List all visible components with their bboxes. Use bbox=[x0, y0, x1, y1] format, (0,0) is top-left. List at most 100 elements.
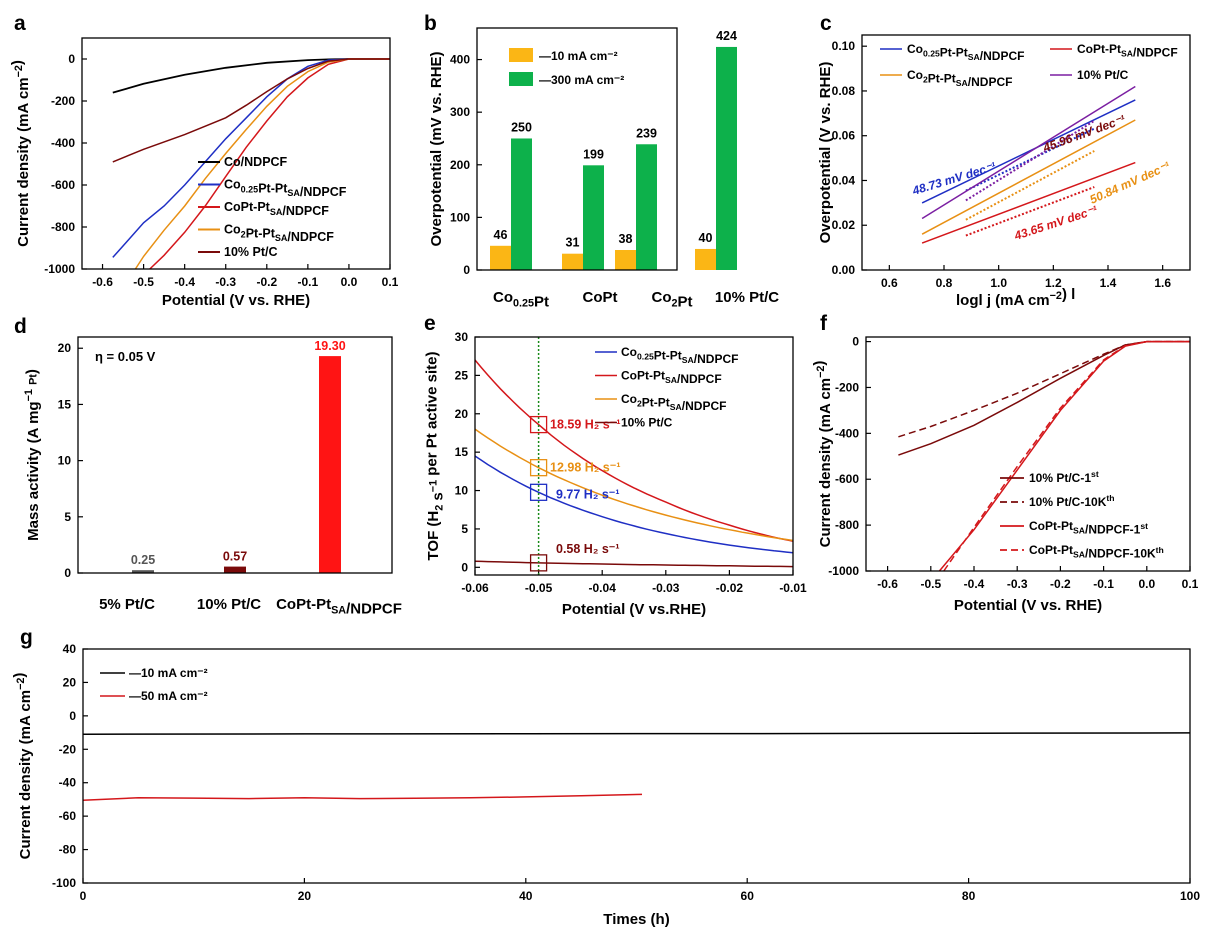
panel-c-legend-label: Co2Pt-PtSA/NDPCF bbox=[907, 68, 1012, 89]
panel-c-legend-label: CoPt-PtSA/NDPCF bbox=[1077, 42, 1178, 60]
panel-g-ytick-label: -20 bbox=[59, 742, 77, 756]
panel-e-point-box bbox=[529, 483, 548, 501]
panel-d-ytick-label: 5 bbox=[64, 510, 71, 524]
panel-a-ytick-label: -600 bbox=[51, 178, 75, 192]
panel-b-ytick-label: 400 bbox=[450, 53, 470, 67]
panel-f-xtick-label: -0.5 bbox=[920, 577, 941, 591]
panel-e-xtick-label: -0.05 bbox=[525, 581, 553, 595]
panel-g-ytick-label: -40 bbox=[59, 776, 77, 790]
panel-a-ytick-label: -400 bbox=[51, 136, 75, 150]
panel-d-bar bbox=[319, 356, 341, 573]
panel-a-ylabel: Current density (mA cm−2) bbox=[9, 60, 32, 247]
panel-a-legend-label: Co/NDPCF bbox=[224, 155, 288, 169]
panel-b-category-label: 10% Pt/C bbox=[715, 289, 779, 306]
panel-b-ytick-label: 0 bbox=[463, 263, 470, 277]
panel-f-legend-label: CoPt-PtSA/NDPCF-1st bbox=[1029, 519, 1148, 537]
panel-b: 0 100 200 300 400 46 250 Co0.25Pt 31 199 CoPt 38 239… bbox=[428, 29, 779, 311]
panel-d-eta-note: η = 0.05 V bbox=[95, 349, 156, 364]
panel-b-bar bbox=[490, 245, 511, 270]
panel-b-legend-label: —300 mA cm⁻² bbox=[539, 73, 624, 87]
panel-c-xtick-label: 1.2 bbox=[1045, 276, 1062, 290]
panel-e-tof-annotation: 18.59 H₂ s⁻¹ bbox=[550, 418, 621, 432]
panel-b-bar bbox=[716, 46, 737, 270]
panel-c-fit-line bbox=[921, 119, 1136, 235]
panel-e-legend-label: Co0.25Pt-PtSA/NDPCF bbox=[621, 345, 738, 366]
panel-e-point-box bbox=[529, 459, 548, 477]
panel-g-frame bbox=[82, 648, 1191, 884]
panel-f-legend-label: 10% Pt/C-1st bbox=[1029, 469, 1099, 485]
panel-a-xtick-label: -0.3 bbox=[215, 275, 236, 289]
panel-f-xtick-label: -0.6 bbox=[877, 577, 898, 591]
panel-e-ytick-label: 20 bbox=[455, 407, 469, 421]
panel-g: 0 20 40 60 80 100 40 20 0 -20 -40 -60 -80 -100 —10 mA … bbox=[11, 642, 1200, 928]
panel-f-xtick-label: 0.0 bbox=[1138, 577, 1155, 591]
panel-f-series-line bbox=[943, 340, 1190, 572]
panel-f-xlabel: Potential (V vs. RHE) bbox=[954, 597, 1102, 614]
panel-g-ytick-label: -60 bbox=[59, 809, 77, 823]
panel-b-bar bbox=[583, 165, 604, 270]
panel-a-series-line bbox=[134, 58, 390, 270]
panel-g-xtick-label: 80 bbox=[962, 889, 976, 903]
panel-f-series-line bbox=[898, 340, 1190, 438]
panel-c-ytick-label: 0.02 bbox=[832, 218, 856, 232]
panel-g-xlabel: Times (h) bbox=[603, 911, 669, 928]
panel-c-fit-line bbox=[921, 99, 1136, 204]
panel-c-slope-annotation: 48.73 mV dec⁻¹ bbox=[910, 159, 998, 198]
panel-a-series-line bbox=[112, 58, 390, 94]
panel-e-series-line bbox=[474, 455, 794, 554]
panel-a-ytick-label: -1000 bbox=[44, 262, 75, 276]
panel-b-ytick-label: 200 bbox=[450, 158, 470, 172]
panel-a-xtick-label: -0.4 bbox=[174, 275, 195, 289]
panel-b-value-label: 38 bbox=[619, 232, 633, 246]
panel-b-value-label: 250 bbox=[511, 120, 532, 134]
panel-d-category-label: 10% Pt/C bbox=[197, 596, 261, 613]
panel-f-xtick-label: -0.1 bbox=[1093, 577, 1114, 591]
panel-f-ytick-label: 0 bbox=[852, 335, 859, 349]
panel-f-series-line bbox=[898, 340, 1190, 456]
panel-e-series-line bbox=[474, 428, 794, 542]
panel-a-ytick-label: -800 bbox=[51, 220, 75, 234]
panel-letter-f: f bbox=[820, 312, 828, 335]
panel-e-xtick-label: -0.03 bbox=[652, 581, 680, 595]
panel-f-ytick-label: -200 bbox=[835, 380, 859, 394]
panel-g-ytick-label: 20 bbox=[63, 675, 77, 689]
panel-d-ytick-label: 15 bbox=[58, 397, 72, 411]
panel-a-series-line bbox=[112, 58, 390, 163]
panel-e: -0.06 -0.05 -0.04 -0.03 -0.02 -0.01 0 5 10 15 20 25… bbox=[424, 330, 807, 618]
panel-a-legend-label: Co2Pt-PtSA/NDPCF bbox=[224, 223, 334, 245]
panel-b-legend-label: —10 mA cm⁻² bbox=[539, 49, 618, 63]
panel-e-xtick-label: -0.01 bbox=[779, 581, 807, 595]
panel-g-legend-label: —10 mA cm⁻² bbox=[129, 666, 208, 680]
panel-c-xtick-label: 1.6 bbox=[1154, 276, 1171, 290]
panel-c-ytick-label: 0.10 bbox=[832, 39, 856, 53]
panel-b-bar bbox=[695, 248, 716, 270]
panel-a-legend-label: CoPt-PtSA/NDPCF bbox=[224, 200, 329, 218]
panel-b-frame bbox=[476, 27, 678, 271]
panel-b-ytick-label: 100 bbox=[450, 210, 470, 224]
panel-a-legend-label: 10% Pt/C bbox=[224, 245, 278, 259]
panel-f-legend-label: CoPt-PtSA/NDPCF-10Kth bbox=[1029, 543, 1164, 561]
panel-c-slope-annotation: 43.65 mV dec⁻¹ bbox=[1012, 203, 1099, 243]
panel-f-ytick-label: -600 bbox=[835, 472, 859, 486]
panel-a-series-line bbox=[149, 58, 390, 270]
panel-letter-d: d bbox=[14, 315, 27, 338]
panel-b-legend-swatch bbox=[509, 48, 533, 62]
panel-c-ylabel: Overpotential (V vs. RHE) bbox=[817, 62, 834, 244]
panel-e-tof-annotation: 9.77 H₂ s⁻¹ bbox=[556, 487, 620, 501]
panel-f-xtick-label: -0.3 bbox=[1007, 577, 1028, 591]
panel-a-frame bbox=[81, 37, 391, 270]
panel-e-xlabel: Potential (V vs.RHE) bbox=[562, 601, 706, 618]
panel-b-bar bbox=[511, 138, 532, 270]
panel-e-legend-label: 10% Pt/C bbox=[621, 416, 673, 430]
panel-b-ytick-label: 300 bbox=[450, 105, 470, 119]
panel-d-ylabel: Mass activity (A mg−1 Pt) bbox=[19, 369, 42, 541]
panel-c-legend-label: 10% Pt/C bbox=[1077, 68, 1129, 82]
panel-e-tof-annotation: 12.98 H₂ s⁻¹ bbox=[550, 461, 621, 475]
panel-c-fit-line bbox=[921, 85, 1136, 220]
panel-g-ytick-label: -80 bbox=[59, 843, 77, 857]
panel-f: -0.6 -0.5 -0.4 -0.3 -0.2 -0.1 0.0 0.1 0 -200 -400 -… bbox=[811, 335, 1199, 614]
panel-letter-c: c bbox=[820, 12, 832, 35]
panel-g-ytick-label: -100 bbox=[52, 876, 76, 890]
panel-d-bar bbox=[224, 566, 246, 573]
